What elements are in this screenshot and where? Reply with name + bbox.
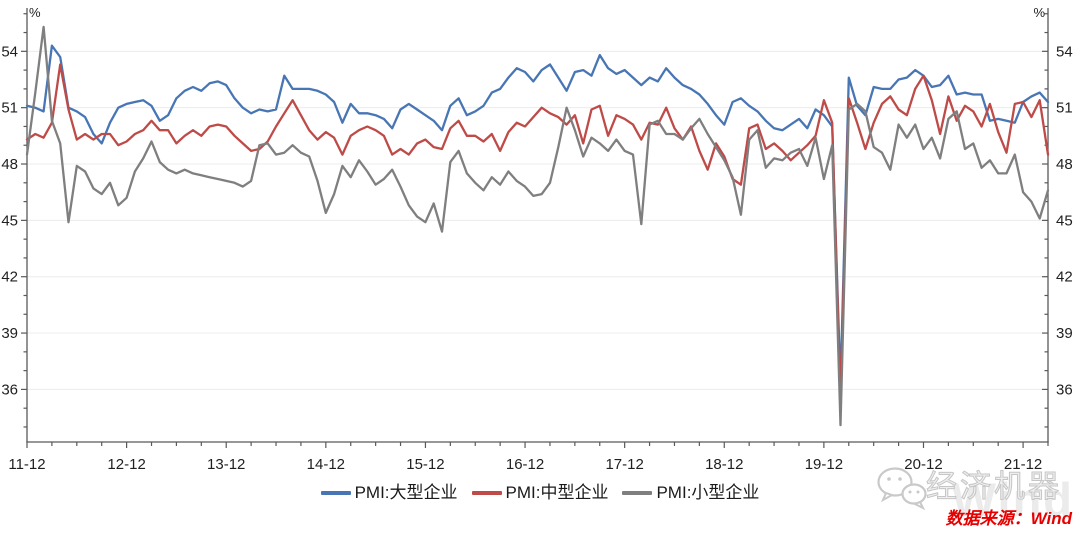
svg-text:42: 42 <box>1056 269 1073 286</box>
gridlines <box>27 50 1048 390</box>
legend-item-large: PMI:大型企业 <box>320 483 458 502</box>
svg-text:54: 54 <box>1056 43 1073 60</box>
axes <box>26 8 1049 443</box>
legend-item-medium: PMI:中型企业 <box>471 483 609 502</box>
svg-text:13-12: 13-12 <box>207 456 245 473</box>
svg-text:42: 42 <box>1 269 18 286</box>
svg-text:51: 51 <box>1056 100 1073 117</box>
wechat-icon <box>877 467 927 511</box>
svg-text:45: 45 <box>1056 212 1073 229</box>
svg-text:19-12: 19-12 <box>805 456 843 473</box>
y-axis-ticks: 36 36 39 39 42 42 45 45 48 48 51 51 54 54 <box>1 13 1073 428</box>
legend-label-medium: PMI:中型企业 <box>505 483 609 502</box>
svg-text:%: % <box>29 5 41 20</box>
svg-text:18-12: 18-12 <box>705 456 743 473</box>
legend-swatch-small <box>622 490 653 495</box>
data-source-label: 数据来源：Wind <box>945 509 1072 528</box>
svg-text:20-12: 20-12 <box>904 456 942 473</box>
svg-text:51: 51 <box>1 100 18 117</box>
svg-text:48: 48 <box>1 156 18 173</box>
svg-text:21-12: 21-12 <box>1004 456 1042 473</box>
svg-text:45: 45 <box>1 212 18 229</box>
svg-text:54: 54 <box>1 43 18 60</box>
svg-text:16-12: 16-12 <box>506 456 544 473</box>
svg-text:%: % <box>1033 5 1045 20</box>
svg-text:39: 39 <box>1056 325 1073 342</box>
legend-item-small: PMI:小型企业 <box>622 484 759 501</box>
svg-text:36: 36 <box>1 381 18 398</box>
svg-text:15-12: 15-12 <box>406 456 444 473</box>
series-line-1 <box>25 63 1050 400</box>
svg-text:36: 36 <box>1056 381 1073 398</box>
series-line-2 <box>25 25 1050 427</box>
svg-text:48: 48 <box>1056 156 1073 173</box>
legend-label-large: PMI:大型企业 <box>354 483 458 502</box>
series-line-0 <box>25 44 1050 385</box>
legend: PMI:大型企业 PMI:中型企业 PMI:小型企业 <box>0 484 1080 501</box>
legend-swatch-medium <box>471 490 502 495</box>
watermark-brand: 经济机器 <box>926 468 1062 504</box>
svg-text:39: 39 <box>1 325 18 342</box>
svg-text:14-12: 14-12 <box>307 456 345 473</box>
legend-label-small: PMI:小型企业 <box>656 483 760 502</box>
watermark-wind-background: Wind <box>951 473 1074 526</box>
svg-text:17-12: 17-12 <box>605 456 643 473</box>
legend-swatch-large <box>320 490 351 495</box>
x-axis-ticks: 11-12 12-12 13-12 14-12 15-12 16-12 17-12 18-12… <box>8 442 1049 473</box>
axis-unit-labels: %% <box>29 5 1045 20</box>
svg-text:12-12: 12-12 <box>107 456 145 473</box>
svg-text:11-12: 11-12 <box>8 456 45 473</box>
